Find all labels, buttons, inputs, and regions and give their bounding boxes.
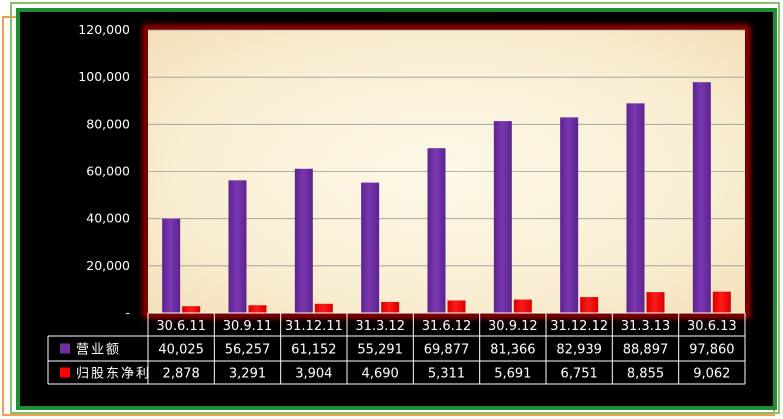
table-value: 3,904 [295, 367, 332, 382]
bar-revenue [228, 180, 247, 313]
plot-area-glow [143, 25, 750, 318]
table-value: 4,690 [362, 367, 399, 382]
outer-frame-green [10, 2, 780, 414]
table-value: 97,860 [689, 343, 735, 358]
bar-chart: -20,00040,00060,00080,000100,000120,000 … [47, 22, 750, 385]
bar-revenue [361, 182, 380, 313]
table-value: 40,025 [158, 343, 204, 358]
category-label: 31.12.11 [285, 319, 343, 334]
series-name: 归股东净利 [76, 367, 151, 382]
category-label: 31.6.12 [422, 319, 472, 334]
chart-panel: -20,000 40,000 60,000 80,000 100,000 120,000 … [20, 12, 773, 406]
series-name: 营业额 [76, 343, 121, 358]
category-label: 30.9.11 [223, 319, 273, 334]
bar-net-profit [447, 300, 466, 313]
y-tick-label: 100,000 [78, 69, 130, 84]
legend-key [60, 367, 70, 378]
table-value: 55,291 [357, 343, 403, 358]
table-value: 5,311 [428, 367, 465, 382]
table-value: 9,062 [693, 367, 730, 382]
bar-revenue [626, 103, 645, 313]
category-label: 30.6.11 [156, 319, 206, 334]
table-value: 69,877 [424, 343, 470, 358]
bar-net-profit [580, 297, 599, 313]
y-tick-label: 60,000 [86, 164, 130, 179]
bar-net-profit [182, 306, 201, 313]
y-tick-label: - [125, 305, 130, 320]
bar-net-profit [646, 292, 665, 313]
bar-net-profit [712, 291, 731, 313]
table-value: 5,691 [494, 367, 531, 382]
bar-net-profit [248, 305, 267, 313]
bar-revenue [294, 168, 313, 313]
table-value: 56,257 [225, 343, 271, 358]
table-value: 6,751 [561, 367, 598, 382]
bar-revenue [692, 82, 711, 313]
category-label: 30.6.13 [687, 319, 737, 334]
bar-net-profit [513, 299, 532, 313]
y-tick-label: 120,000 [78, 22, 130, 37]
category-label: 31.3.12 [355, 319, 405, 334]
table-value: 81,366 [490, 343, 536, 358]
bar-revenue [427, 148, 446, 313]
table-value: 61,152 [291, 343, 337, 358]
bar-revenue [493, 121, 512, 313]
inner-frame-green [16, 8, 777, 410]
y-tick-label: 20,000 [86, 258, 130, 273]
category-label: 30.9.12 [488, 319, 538, 334]
table-value: 88,897 [623, 343, 669, 358]
bar-net-profit [314, 303, 333, 313]
category-label: 31.12.12 [550, 319, 608, 334]
bar-net-profit [381, 301, 400, 313]
table-value: 82,939 [556, 343, 602, 358]
bar-revenue [162, 218, 181, 313]
table-value: 2,878 [163, 367, 200, 382]
y-tick-label: 80,000 [86, 116, 130, 131]
bar-revenue [560, 117, 579, 313]
table-value: 3,291 [229, 367, 266, 382]
category-label: 31.3.13 [621, 319, 671, 334]
table-value: 8,855 [627, 367, 664, 382]
y-tick-label: 40,000 [86, 211, 130, 226]
legend-key [60, 343, 70, 354]
